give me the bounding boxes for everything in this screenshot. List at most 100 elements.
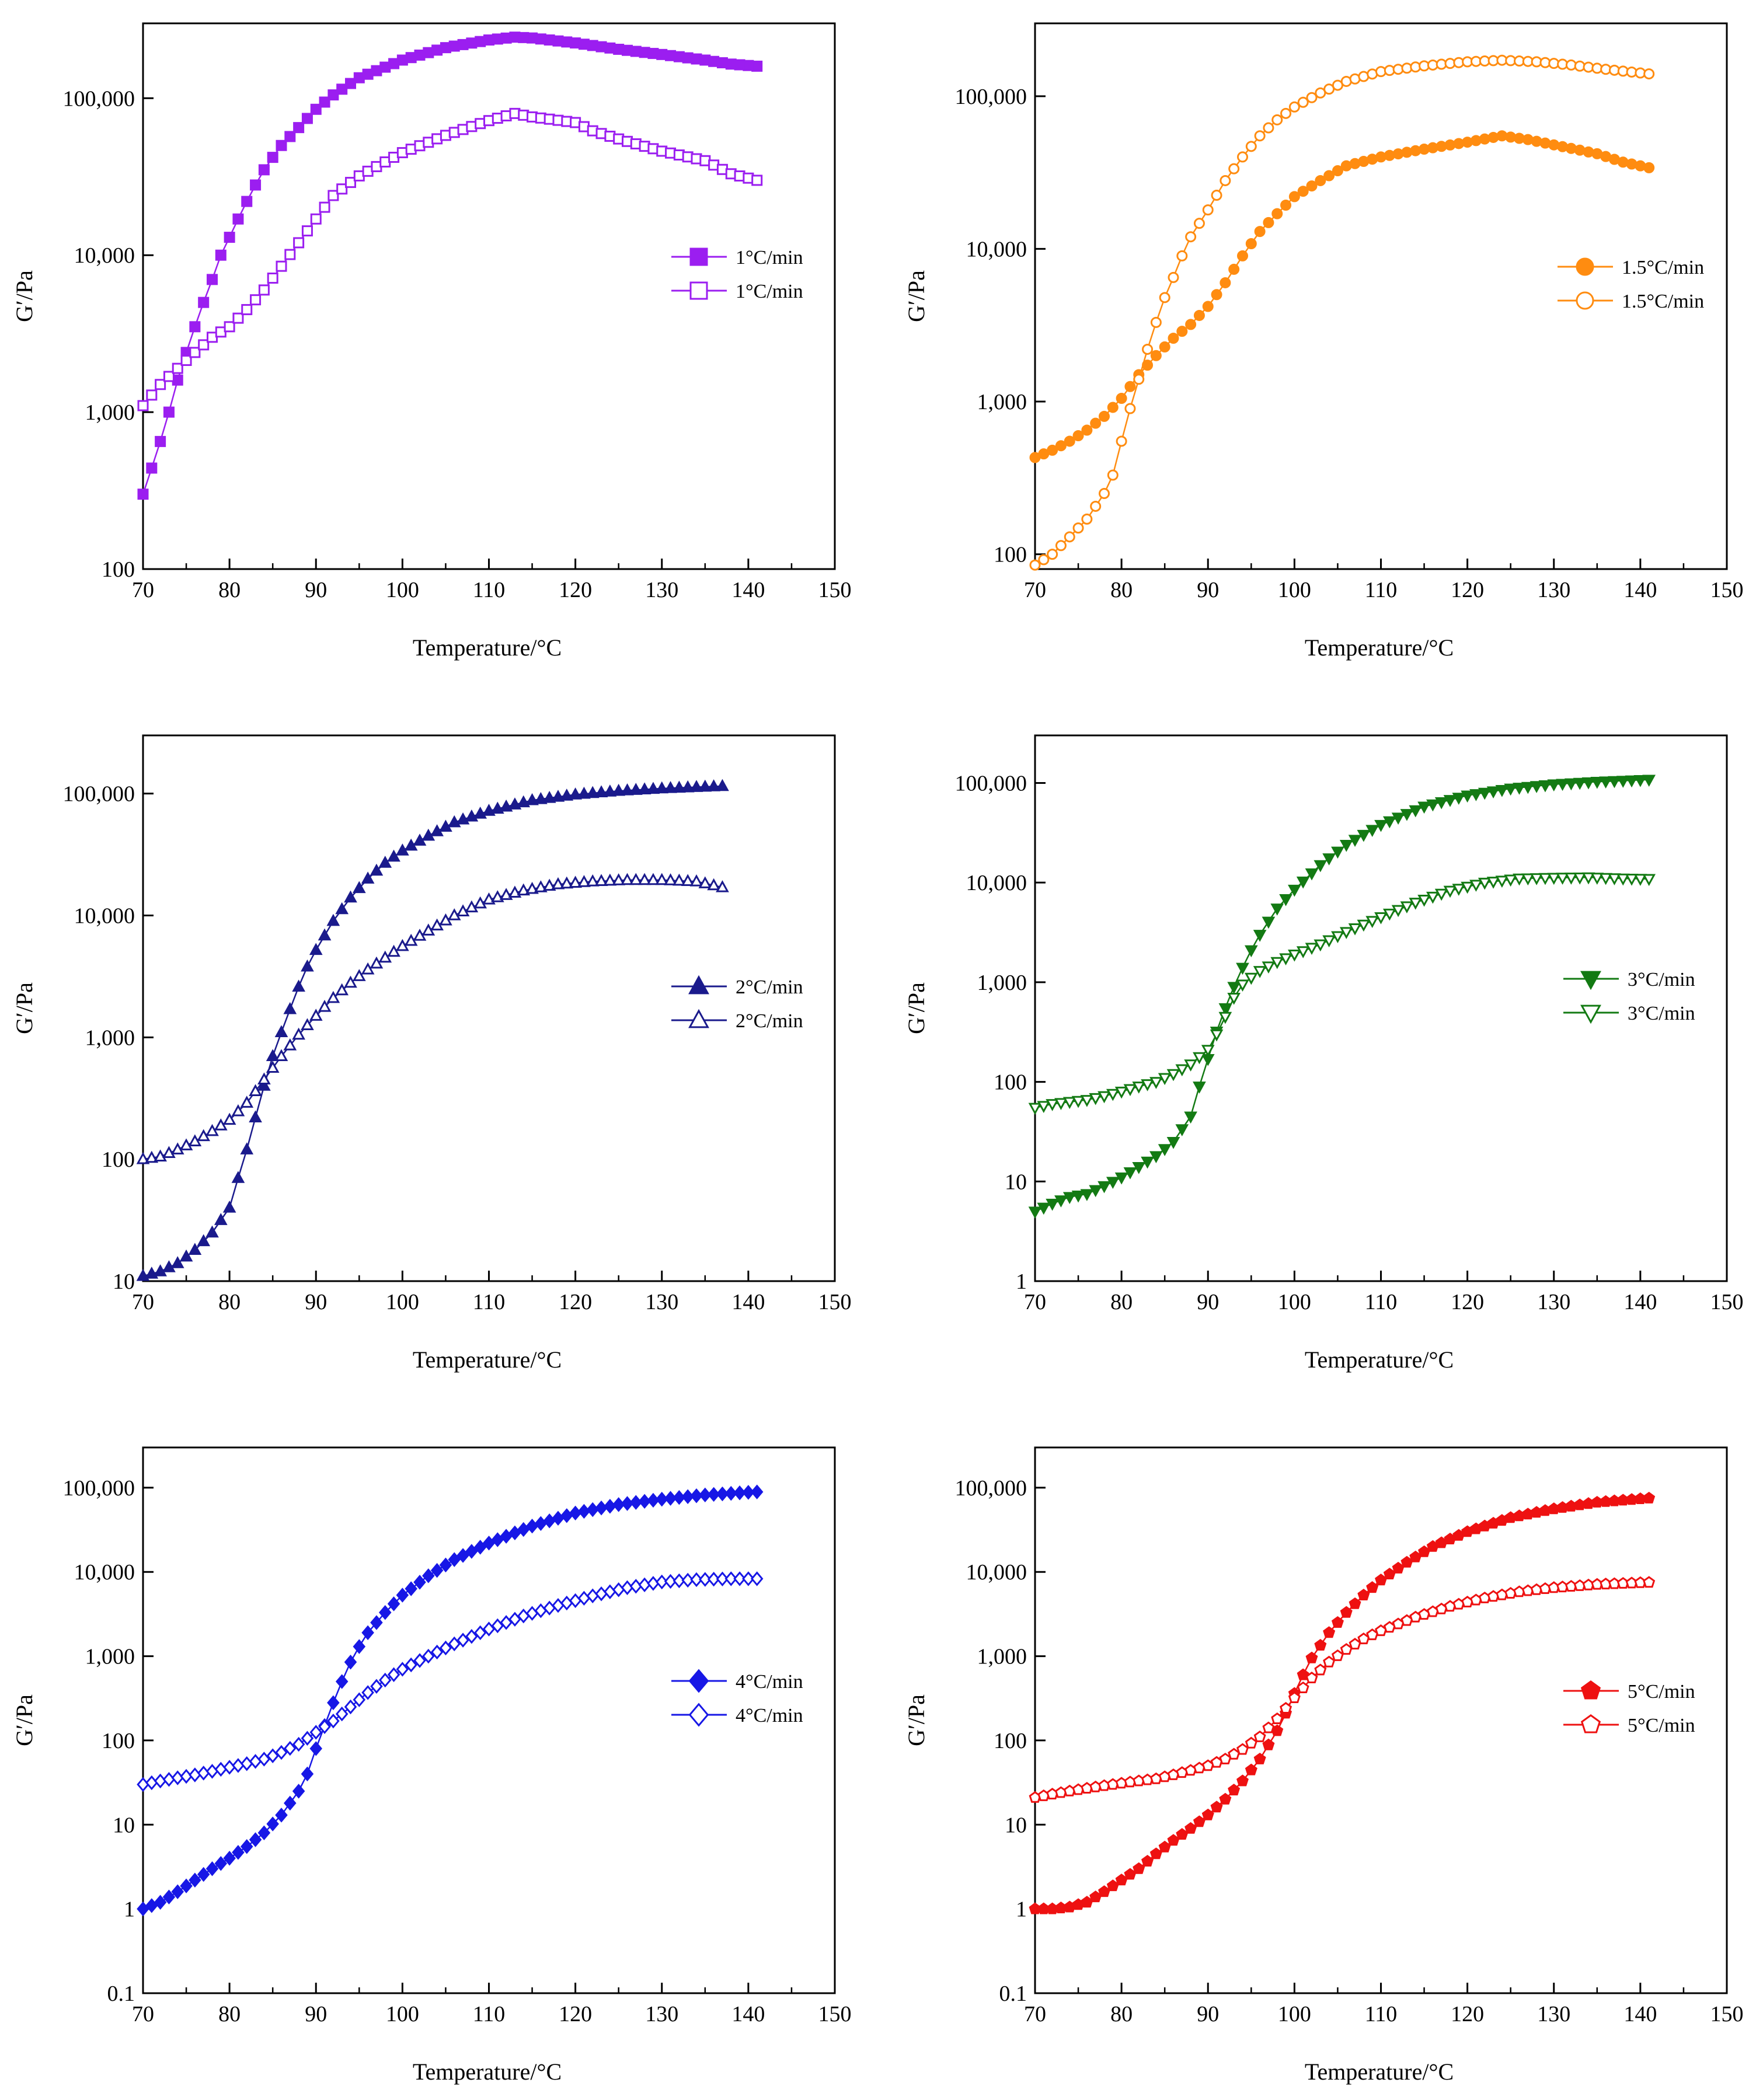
data-point xyxy=(188,1243,202,1255)
data-point xyxy=(154,1895,167,1910)
data-point xyxy=(361,962,375,975)
y-tick-label: 10,000 xyxy=(966,1560,1027,1585)
data-point xyxy=(1521,873,1535,886)
data-point xyxy=(1434,888,1448,901)
data-point xyxy=(284,249,296,260)
data-point xyxy=(525,793,539,805)
data-point xyxy=(1565,873,1578,885)
series-filled xyxy=(1028,775,1656,1219)
data-point xyxy=(1047,549,1058,560)
data-point xyxy=(569,875,582,888)
y-tick-label: 1,000 xyxy=(85,1025,135,1050)
y-tick-label: 100 xyxy=(102,1729,135,1753)
data-point xyxy=(1453,138,1465,149)
y-tick-label: 10 xyxy=(113,1813,135,1837)
data-point xyxy=(1400,1555,1413,1568)
data-point xyxy=(1081,424,1093,436)
data-point xyxy=(1090,500,1102,512)
y-axis-label: G′/Pa xyxy=(903,982,929,1034)
data-point xyxy=(1149,1847,1162,1860)
data-point xyxy=(1046,1198,1059,1211)
data-point xyxy=(664,781,677,793)
data-point xyxy=(1538,873,1552,885)
legend-marker xyxy=(1576,291,1594,310)
y-tick-label: 0.1 xyxy=(999,1982,1027,2006)
data-point xyxy=(154,1264,167,1276)
x-axis-label: Temperature/°C xyxy=(1305,634,1454,661)
data-point xyxy=(319,96,330,108)
data-point xyxy=(413,1653,426,1668)
x-tick-label: 140 xyxy=(1623,578,1657,602)
data-point xyxy=(551,790,565,802)
data-point xyxy=(1383,1568,1396,1579)
data-point xyxy=(1054,1195,1068,1208)
data-point xyxy=(136,1152,150,1164)
data-point xyxy=(1184,1822,1197,1834)
data-point xyxy=(698,876,712,888)
data-point xyxy=(1116,435,1127,447)
data-point xyxy=(1270,957,1284,969)
data-point xyxy=(387,1596,400,1611)
data-point xyxy=(154,1149,167,1162)
data-point xyxy=(698,779,712,792)
legend-marker xyxy=(1580,1714,1601,1733)
legend-label: 3°C/min xyxy=(1628,969,1695,990)
data-point xyxy=(1608,776,1621,789)
data-point xyxy=(344,1699,357,1715)
data-point xyxy=(681,1572,694,1588)
data-point xyxy=(1296,876,1310,889)
data-point xyxy=(1159,341,1170,353)
data-point xyxy=(250,179,262,191)
data-point xyxy=(1315,175,1326,186)
data-point xyxy=(1382,908,1396,921)
data-point xyxy=(1513,783,1526,795)
data-point xyxy=(681,874,695,886)
data-point xyxy=(198,339,210,351)
data-point xyxy=(292,1027,305,1040)
data-point xyxy=(145,1898,158,1913)
data-point xyxy=(1322,935,1336,948)
legend-marker xyxy=(1580,1680,1601,1700)
data-point xyxy=(1384,149,1395,161)
data-point xyxy=(205,1225,219,1238)
legend-marker xyxy=(1576,257,1594,276)
series-open xyxy=(1029,1576,1656,1803)
data-point xyxy=(594,785,608,798)
data-point xyxy=(1220,277,1231,288)
data-point xyxy=(224,321,235,333)
data-point xyxy=(1305,943,1319,955)
x-tick-label: 100 xyxy=(1278,1290,1311,1314)
data-point xyxy=(276,260,287,272)
data-point xyxy=(344,975,357,988)
data-point xyxy=(699,1572,712,1587)
data-point xyxy=(232,312,244,324)
data-point xyxy=(1280,1702,1292,1714)
data-point xyxy=(1228,163,1240,175)
data-point xyxy=(1124,403,1136,414)
data-point xyxy=(266,1748,279,1763)
data-point xyxy=(552,1511,565,1526)
data-point xyxy=(257,1825,271,1841)
data-point xyxy=(422,1568,435,1583)
data-point xyxy=(1064,531,1075,543)
data-point xyxy=(673,1573,686,1589)
data-point xyxy=(170,1256,184,1268)
data-point xyxy=(1469,880,1483,892)
x-tick-label: 150 xyxy=(818,2002,852,2026)
data-point xyxy=(1141,1079,1154,1091)
data-point xyxy=(1115,1874,1128,1886)
data-point xyxy=(240,1839,253,1854)
data-point xyxy=(1556,779,1569,791)
data-point xyxy=(180,1768,193,1784)
data-point xyxy=(465,1544,478,1559)
data-point xyxy=(249,1084,262,1096)
data-point xyxy=(655,781,669,794)
data-point xyxy=(1071,1190,1085,1203)
chart-panel-1: 70 80 90 100 110 120 130 140 150 100 1,000 10,000 10… xyxy=(11,22,852,661)
data-point xyxy=(1124,1868,1137,1880)
data-point xyxy=(1400,901,1414,913)
x-axis-label: Temperature/°C xyxy=(413,2059,562,2085)
series-filled xyxy=(137,1484,764,1917)
data-point xyxy=(1271,114,1283,125)
data-point xyxy=(370,863,384,876)
